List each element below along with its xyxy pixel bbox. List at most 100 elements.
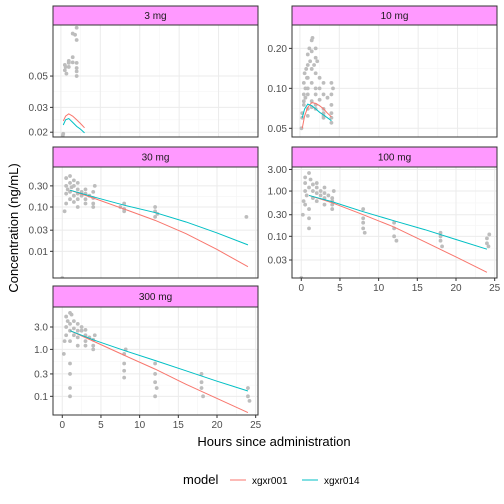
- y-tick-label: 0.10: [268, 232, 288, 243]
- strip-label: 100 mg: [378, 153, 411, 164]
- y-tick-label: 0.05: [29, 72, 49, 83]
- data-point: [323, 186, 327, 190]
- data-point: [319, 194, 323, 198]
- data-point: [76, 181, 80, 185]
- data-point: [304, 67, 308, 71]
- data-point: [61, 132, 65, 136]
- data-point: [71, 60, 75, 64]
- data-point: [72, 200, 76, 204]
- data-point: [315, 181, 319, 185]
- panel-300-mg: 300 mg0.10.31.03.00 5 10 15 20 25: [34, 286, 262, 431]
- data-point: [64, 333, 68, 337]
- data-point: [64, 325, 68, 329]
- data-point: [76, 329, 80, 333]
- y-tick-label: 0.30: [29, 181, 49, 192]
- data-point: [310, 81, 314, 85]
- y-tick-label: 1.00: [268, 187, 288, 198]
- data-point: [76, 344, 80, 348]
- data-point: [310, 49, 314, 53]
- data-point: [84, 202, 88, 206]
- x-tick-label: 10: [373, 283, 385, 294]
- data-point: [68, 339, 72, 343]
- data-point: [307, 46, 311, 50]
- data-point: [302, 99, 306, 103]
- data-point: [315, 191, 319, 195]
- data-point: [306, 76, 310, 80]
- data-point: [310, 67, 314, 71]
- data-point: [72, 194, 76, 198]
- data-point: [331, 86, 335, 90]
- data-point: [326, 96, 330, 100]
- data-point: [312, 63, 316, 67]
- data-point: [122, 369, 126, 373]
- data-point: [246, 394, 250, 398]
- y-tick-label: 0.10: [268, 84, 288, 95]
- data-point: [153, 372, 157, 376]
- data-point: [305, 194, 309, 198]
- data-point: [440, 244, 444, 248]
- x-tick-label: 5: [337, 283, 343, 294]
- y-tick-label: 0.10: [29, 203, 49, 214]
- data-point: [314, 93, 318, 97]
- data-point: [153, 205, 157, 209]
- data-point: [330, 93, 334, 97]
- y-tick-label: 0.20: [268, 44, 288, 55]
- data-point: [330, 81, 334, 85]
- strip-label: 3 mg: [144, 11, 166, 22]
- data-point: [63, 339, 67, 343]
- y-tick-label: 0.3: [34, 369, 48, 380]
- data-point: [361, 216, 365, 220]
- data-point: [67, 65, 71, 69]
- data-point: [303, 176, 307, 180]
- x-tick-label: 25: [489, 283, 501, 294]
- data-point: [76, 205, 80, 209]
- data-point: [72, 326, 76, 330]
- data-point: [76, 322, 80, 326]
- data-point: [311, 183, 315, 187]
- x-tick-label: 20: [450, 283, 462, 294]
- data-point: [361, 207, 365, 211]
- data-point: [395, 239, 399, 243]
- data-point: [322, 81, 326, 85]
- data-point: [307, 226, 311, 230]
- data-point: [71, 32, 75, 36]
- data-point: [487, 233, 491, 237]
- data-point: [301, 213, 305, 217]
- data-point: [303, 203, 307, 207]
- data-point: [71, 55, 75, 59]
- data-point: [306, 86, 310, 90]
- x-axis-title: Hours since administration: [197, 434, 350, 449]
- data-point: [63, 209, 67, 213]
- data-point: [153, 362, 157, 366]
- y-tick-label: 0.01: [29, 247, 49, 258]
- data-point: [319, 189, 323, 193]
- data-point: [84, 187, 88, 191]
- data-point: [62, 352, 66, 356]
- data-point: [302, 103, 306, 107]
- legend-label: xgxr014: [324, 476, 360, 487]
- data-point: [318, 86, 322, 90]
- data-point: [487, 244, 491, 248]
- strip-label: 10 mg: [381, 11, 409, 22]
- data-point: [323, 191, 327, 195]
- data-point: [363, 231, 367, 235]
- legend-item-xgxr001: xgxr001: [230, 476, 288, 487]
- legend: model xgxr001 xgxr014: [183, 472, 360, 487]
- data-point: [93, 333, 97, 337]
- data-point: [315, 186, 319, 190]
- data-point: [314, 86, 318, 90]
- data-point: [64, 184, 68, 188]
- data-point: [330, 103, 334, 107]
- data-point: [200, 386, 204, 390]
- data-point: [303, 189, 307, 193]
- data-point: [68, 322, 72, 326]
- y-tick-label: 0.02: [29, 128, 49, 139]
- y-tick-label: 0.03: [268, 255, 288, 266]
- data-point: [91, 202, 95, 206]
- data-point: [75, 74, 79, 78]
- y-tick-label: 3.00: [268, 165, 288, 176]
- data-point: [68, 394, 72, 398]
- data-point: [330, 121, 334, 125]
- data-point: [63, 68, 67, 72]
- data-point: [318, 76, 322, 80]
